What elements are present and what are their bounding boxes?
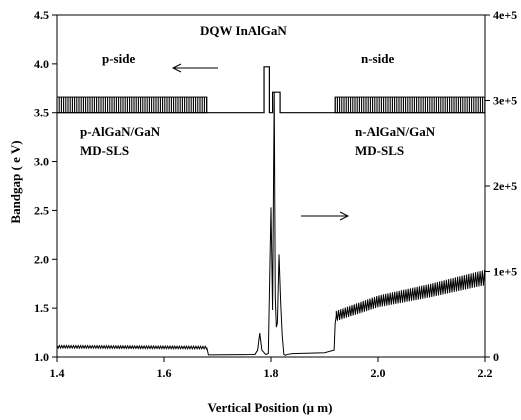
series-line-right-axis — [56, 91, 486, 356]
axes-group — [56, 14, 486, 358]
annotation-p-sls-2: MD-SLS — [80, 143, 129, 158]
arrow-left-head — [171, 63, 182, 73]
series-line-bandgap — [57, 66, 485, 114]
y-left-tick-label-4: 3.0 — [34, 155, 49, 169]
y-axis-label: Bandgap ( e V) — [8, 140, 23, 223]
y-left-tick-label-2: 2.0 — [34, 252, 49, 266]
y-right-tick-label-1: 1e+5 — [493, 265, 517, 279]
ticks-group: 1.4 1.6 1.8 2.0 2.2 1.0 1.5 2.0 2.5 3.0 3.5 4.0 4.5 0… — [34, 8, 517, 380]
x-tick-label-0: 1.4 — [50, 366, 65, 380]
annotation-n-sls-1: n-AlGaN/GaN — [355, 124, 436, 139]
annotation-p-sls-1: p-AlGaN/GaN — [80, 124, 161, 139]
annotation-p-side: p-side — [102, 51, 135, 66]
y-left-tick-label-0: 1.0 — [34, 350, 49, 364]
y-left-tick-label-3: 2.5 — [34, 203, 49, 217]
arrows-group — [171, 63, 350, 221]
superlattice-band-hatch-0 — [56, 97, 208, 113]
y-left-tick-label-7: 4.5 — [34, 8, 49, 22]
annotations-group: DQW InAlGaN p-side n-side p-AlGaN/GaN MD… — [8, 23, 436, 415]
superlattice-bands-group — [56, 96, 486, 114]
y-right-tick-label-4: 4e+5 — [493, 8, 517, 22]
y-left-tick-label-1: 1.5 — [34, 301, 49, 315]
x-tick-label-4: 2.2 — [478, 366, 493, 380]
annotation-n-sls-2: MD-SLS — [355, 143, 404, 158]
y-left-tick-label-5: 3.5 — [34, 106, 49, 120]
plot-frame — [56, 14, 486, 358]
x-tick-label-1: 1.6 — [157, 366, 172, 380]
arrow-right-head — [339, 211, 350, 221]
y-left-tick-label-6: 4.0 — [34, 57, 49, 71]
x-axis-label: Vertical Position (μ m) — [208, 400, 333, 415]
y-right-tick-label-2: 2e+5 — [493, 179, 517, 193]
x-tick-label-2: 1.8 — [264, 366, 279, 380]
x-tick-label-3: 2.0 — [371, 366, 386, 380]
y-right-tick-label-3: 3e+5 — [493, 94, 517, 108]
annotation-dqw: DQW InAlGaN — [200, 23, 287, 38]
series-lines-group — [56, 66, 486, 356]
y-right-tick-label-0: 0 — [493, 350, 499, 364]
annotation-n-side: n-side — [361, 51, 394, 66]
superlattice-band-hatch-1 — [334, 97, 486, 113]
